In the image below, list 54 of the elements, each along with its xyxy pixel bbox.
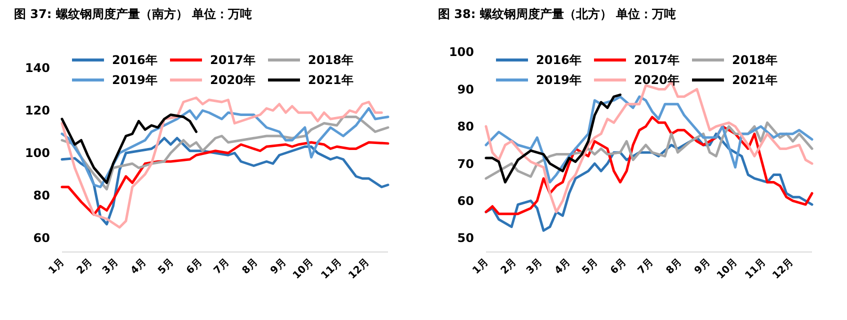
legend-label: 2021年 <box>732 73 778 88</box>
x-tick-label: 7月 <box>212 256 232 277</box>
x-tick-label: 12月 <box>770 256 796 282</box>
x-tick-label: 9月 <box>692 256 712 277</box>
y-tick-label: 70 <box>457 156 474 171</box>
y-tick-label: 100 <box>448 45 474 60</box>
x-tick-label: 10月 <box>715 256 740 282</box>
line-series <box>60 141 390 216</box>
y-tick-label: 80 <box>33 188 50 203</box>
legend-label: 2021年 <box>308 73 354 88</box>
y-tick-label: 90 <box>457 82 474 96</box>
line-series <box>60 96 383 229</box>
y-tick-label: 80 <box>457 120 474 134</box>
x-tick-label: 3月 <box>100 256 120 277</box>
legend-label: 2017年 <box>210 53 256 68</box>
x-tick-label: 1月 <box>470 256 491 277</box>
line-series <box>60 114 198 184</box>
x-tick-label: 12月 <box>346 256 372 282</box>
legend-label: 2016年 <box>112 53 158 68</box>
x-tick-label: 9月 <box>268 256 288 277</box>
x-tick-label: 2月 <box>75 256 95 277</box>
legend-label: 2018年 <box>732 53 778 68</box>
x-tick-label: 7月 <box>636 256 656 277</box>
x-tick-label: 11月 <box>744 256 768 282</box>
x-tick-label: 6月 <box>608 256 628 277</box>
y-tick-label: 140 <box>24 61 50 76</box>
chart-title: 图 38: 螺纹钢周度产量（北方） 单位：万吨 <box>438 7 676 21</box>
chart-title: 图 37: 螺纹钢周度产量（南方） 单位：万吨 <box>14 7 252 21</box>
legend-label: 2019年 <box>112 73 158 88</box>
line-series <box>484 95 814 184</box>
x-tick-label: 1月 <box>46 256 67 277</box>
legend-label: 2018年 <box>308 53 354 68</box>
legend-label: 2020年 <box>634 73 680 88</box>
y-tick-label: 60 <box>33 231 50 246</box>
x-tick-label: 6月 <box>184 256 204 277</box>
x-tick-label: 11月 <box>320 256 344 282</box>
legend-label: 2017年 <box>634 53 680 68</box>
x-tick-label: 2月 <box>499 256 519 277</box>
x-tick-label: 8月 <box>664 256 684 277</box>
x-tick-label: 8月 <box>240 256 260 277</box>
x-tick-label: 10月 <box>291 256 316 282</box>
x-tick-label: 4月 <box>553 256 573 277</box>
x-tick-label: 4月 <box>129 256 149 277</box>
x-tick-label: 3月 <box>524 256 544 277</box>
y-tick-label: 120 <box>24 104 50 118</box>
x-tick-label: 5月 <box>156 256 176 277</box>
y-tick-label: 100 <box>24 146 50 160</box>
legend-label: 2020年 <box>210 73 256 88</box>
legend-label: 2019年 <box>536 73 582 88</box>
legend-label: 2016年 <box>536 53 582 68</box>
y-tick-label: 50 <box>457 231 474 246</box>
line-series <box>484 94 622 184</box>
x-tick-label: 5月 <box>580 256 600 277</box>
y-tick-label: 60 <box>457 194 474 208</box>
